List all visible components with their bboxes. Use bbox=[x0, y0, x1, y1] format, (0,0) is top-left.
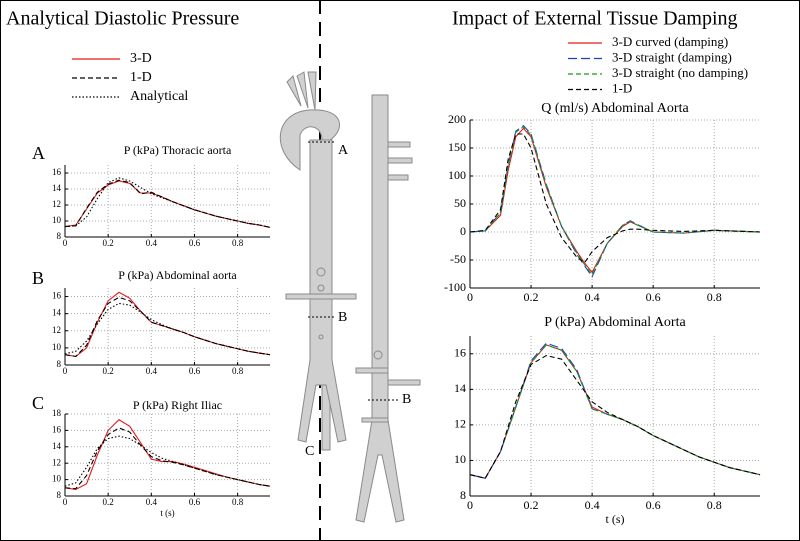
y-tick-label: 10 bbox=[52, 215, 62, 225]
x-tick-label: 0.4 bbox=[146, 238, 158, 248]
series-line bbox=[469, 354, 761, 479]
chart-title: P (kPa) Right Iliac bbox=[133, 398, 222, 412]
chart-title: Q (ml/s) Abdominal Aorta bbox=[541, 101, 689, 116]
chart: P (kPa) Right Iliac 8 10 12 14 16 18 0 0.2 0.4 0.6… bbox=[52, 398, 271, 518]
series-line bbox=[64, 302, 271, 356]
aorta-model bbox=[279, 71, 357, 451]
x-tick-label: 0.2 bbox=[103, 497, 114, 507]
anatomy-label: C bbox=[305, 444, 314, 459]
left-title: Analytical Diastolic Pressure bbox=[6, 8, 239, 30]
y-tick-label: 14 bbox=[52, 441, 62, 451]
legend-label: 3-D bbox=[130, 51, 152, 66]
y-tick-label: 8 bbox=[57, 359, 62, 369]
x-tick-label: 0.8 bbox=[232, 238, 244, 248]
legend-label: 3-D straight (no damping) bbox=[612, 65, 748, 80]
x-tick-label: 0 bbox=[63, 497, 68, 507]
y-tick-label: 12 bbox=[52, 199, 61, 209]
x-tick-label: 0.8 bbox=[232, 366, 244, 376]
x-axis-label: t (s) bbox=[606, 512, 625, 526]
x-tick-label: 0.2 bbox=[524, 498, 539, 512]
series-line bbox=[469, 125, 761, 276]
y-tick-label: 10 bbox=[52, 342, 62, 352]
chart: P (kPa) Thoracic aorta 8 10 12 14 16 0 0.2 0.4 0.… bbox=[52, 143, 271, 248]
legend-label: 3-D straight (damping) bbox=[612, 49, 732, 64]
series-line bbox=[64, 177, 271, 228]
panel-letter: C bbox=[32, 393, 44, 413]
x-tick-label: 0.6 bbox=[189, 366, 201, 376]
y-tick-label: 10 bbox=[52, 474, 62, 484]
legend-label: 1-D bbox=[612, 80, 632, 95]
y-tick-label: 200 bbox=[448, 112, 466, 126]
anatomy-label: A bbox=[338, 143, 349, 158]
chart-title: P (kPa) Abdominal aorta bbox=[118, 268, 237, 282]
y-tick-label: 14 bbox=[52, 183, 62, 193]
x-axis-label: t (s) bbox=[160, 508, 174, 518]
x-tick-label: 0.8 bbox=[707, 290, 722, 304]
chart-title: P (kPa) Thoracic aorta bbox=[124, 143, 232, 157]
x-tick-label: 0.4 bbox=[146, 497, 158, 507]
y-tick-label: 16 bbox=[52, 291, 62, 301]
series-line bbox=[469, 344, 761, 479]
x-tick-label: 0.6 bbox=[189, 497, 201, 507]
chart: P (kPa) Abdominal aorta 8 10 12 14 16 0 0.2 0.4 0… bbox=[52, 268, 271, 376]
chart-title: P (kPa) Abdominal Aorta bbox=[544, 315, 686, 330]
y-tick-label: 16 bbox=[454, 346, 466, 360]
y-tick-label: 16 bbox=[52, 167, 62, 177]
y-tick-label: 100 bbox=[448, 168, 466, 182]
x-tick-label: 0.6 bbox=[189, 238, 201, 248]
x-tick-label: 0.4 bbox=[585, 498, 600, 512]
chart: Q (ml/s) Abdominal Aorta -100 -50 0 50 100 150… bbox=[444, 101, 761, 304]
panel-letter: A bbox=[32, 143, 45, 163]
y-tick-label: 12 bbox=[52, 457, 61, 467]
y-tick-label: 14 bbox=[454, 381, 466, 395]
legend-label: Analytical bbox=[130, 89, 188, 104]
anatomy-label: B bbox=[402, 392, 411, 407]
y-tick-label: 8 bbox=[460, 488, 466, 502]
x-tick-label: 0.2 bbox=[524, 290, 539, 304]
x-tick-label: 0.4 bbox=[585, 290, 600, 304]
x-tick-label: 0.8 bbox=[707, 498, 722, 512]
y-tick-label: -100 bbox=[444, 280, 466, 294]
y-tick-label: 16 bbox=[52, 424, 62, 434]
x-tick-label: 0.2 bbox=[103, 238, 114, 248]
x-tick-label: 0.6 bbox=[646, 290, 661, 304]
y-tick-label: 0 bbox=[460, 224, 466, 238]
x-tick-label: 0.2 bbox=[103, 366, 114, 376]
series-line bbox=[469, 133, 761, 264]
legend-label: 1-D bbox=[130, 70, 152, 85]
y-tick-label: 8 bbox=[57, 231, 62, 241]
y-tick-label: 8 bbox=[57, 490, 62, 500]
series-line bbox=[64, 435, 271, 487]
x-tick-label: 0 bbox=[467, 498, 473, 512]
y-tick-label: 150 bbox=[448, 140, 466, 154]
y-tick-label: 12 bbox=[52, 325, 61, 335]
series-line bbox=[469, 127, 761, 274]
anatomy-label: B bbox=[338, 310, 347, 325]
right-title: Impact of External Tissue Damping bbox=[452, 8, 738, 30]
panel-letter: B bbox=[32, 268, 44, 288]
x-tick-label: 0.8 bbox=[232, 497, 244, 507]
y-tick-label: 50 bbox=[454, 196, 466, 210]
straight-model bbox=[355, 94, 421, 523]
y-tick-label: -50 bbox=[450, 252, 466, 266]
x-tick-label: 0 bbox=[63, 366, 68, 376]
chart: P (kPa) Abdominal Aorta 8 10 12 14 16 0 0.2 0.4 0… bbox=[454, 315, 761, 526]
y-tick-label: 18 bbox=[52, 408, 62, 418]
x-tick-label: 0.6 bbox=[646, 498, 661, 512]
x-tick-label: 0.4 bbox=[146, 366, 158, 376]
legend-label: 3-D curved (damping) bbox=[612, 34, 728, 49]
y-tick-label: 14 bbox=[52, 308, 62, 318]
x-tick-label: 0 bbox=[63, 238, 68, 248]
y-tick-label: 10 bbox=[454, 452, 466, 466]
y-tick-label: 12 bbox=[454, 417, 466, 431]
x-tick-label: 0 bbox=[467, 290, 473, 304]
